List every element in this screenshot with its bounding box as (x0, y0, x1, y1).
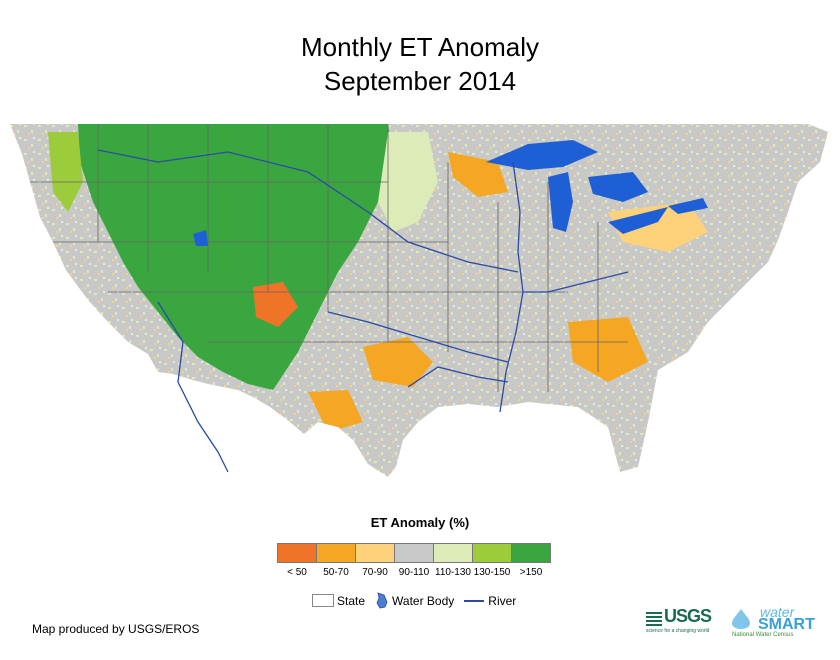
legend-swatch-110-130 (433, 543, 473, 563)
key-water-body-label: Water Body (392, 593, 455, 608)
usgs-logo-subtitle: science for a changing world (646, 628, 710, 634)
map-land (10, 124, 828, 477)
water-drop-icon (732, 609, 750, 629)
key-water-body: Water Body (375, 592, 454, 609)
watersmart-water-text: water (760, 604, 795, 620)
map-credit: Map produced by USGS/EROS (32, 622, 200, 636)
great-lakes (193, 140, 708, 246)
key-state-label: State (337, 593, 366, 608)
legend-swatches (277, 543, 551, 563)
legend-title: ET Anomaly (%) (370, 515, 470, 530)
key-state: State (312, 594, 365, 608)
map-svg (10, 124, 828, 477)
legend-label-50-70: 50-70 (323, 567, 349, 578)
legend-swatch-130-150 (472, 543, 512, 563)
legend-label-70-90: 70-90 (362, 567, 388, 578)
legend-label-110-130: 110-130 (435, 567, 471, 578)
state-outline-icon (312, 594, 334, 607)
watersmart-smart-text: SMART (758, 616, 815, 633)
legend-swatch-gt150 (511, 543, 551, 563)
rivers (97, 149, 629, 473)
state-boundaries (28, 124, 628, 392)
map-keys: State Water Body River (312, 592, 526, 609)
key-river: River (464, 594, 516, 608)
river-line-icon (464, 599, 485, 602)
usgs-mark-icon (646, 610, 662, 626)
legend-labels: < 50 50-70 70-90 90-110 110-130 130-150 … (278, 567, 551, 578)
legend-swatch-70-90 (355, 543, 395, 563)
legend-swatch-lt50 (277, 543, 317, 563)
watersmart-logo: water SMART National Water Census (728, 604, 815, 640)
map-title-line-2: September 2014 (323, 66, 517, 96)
legend-label-130-150: 130-150 (473, 567, 511, 578)
legend-swatch-90-110 (394, 543, 434, 563)
usgs-logo: USGS science for a changing world (646, 606, 724, 636)
legend-label-lt50: < 50 (287, 567, 307, 578)
watersmart-subtitle: National Water Census (732, 632, 794, 638)
usgs-logo-text: USGS (664, 606, 712, 626)
map-title-line-1: Monthly ET Anomaly (301, 32, 539, 62)
legend-label-90-110: 90-110 (398, 567, 430, 578)
water-body-icon (376, 592, 388, 609)
key-river-label: River (488, 593, 517, 608)
legend-swatch-50-70 (316, 543, 356, 563)
us-et-anomaly-map (8, 122, 832, 482)
legend-label-gt150: >150 (519, 567, 543, 578)
